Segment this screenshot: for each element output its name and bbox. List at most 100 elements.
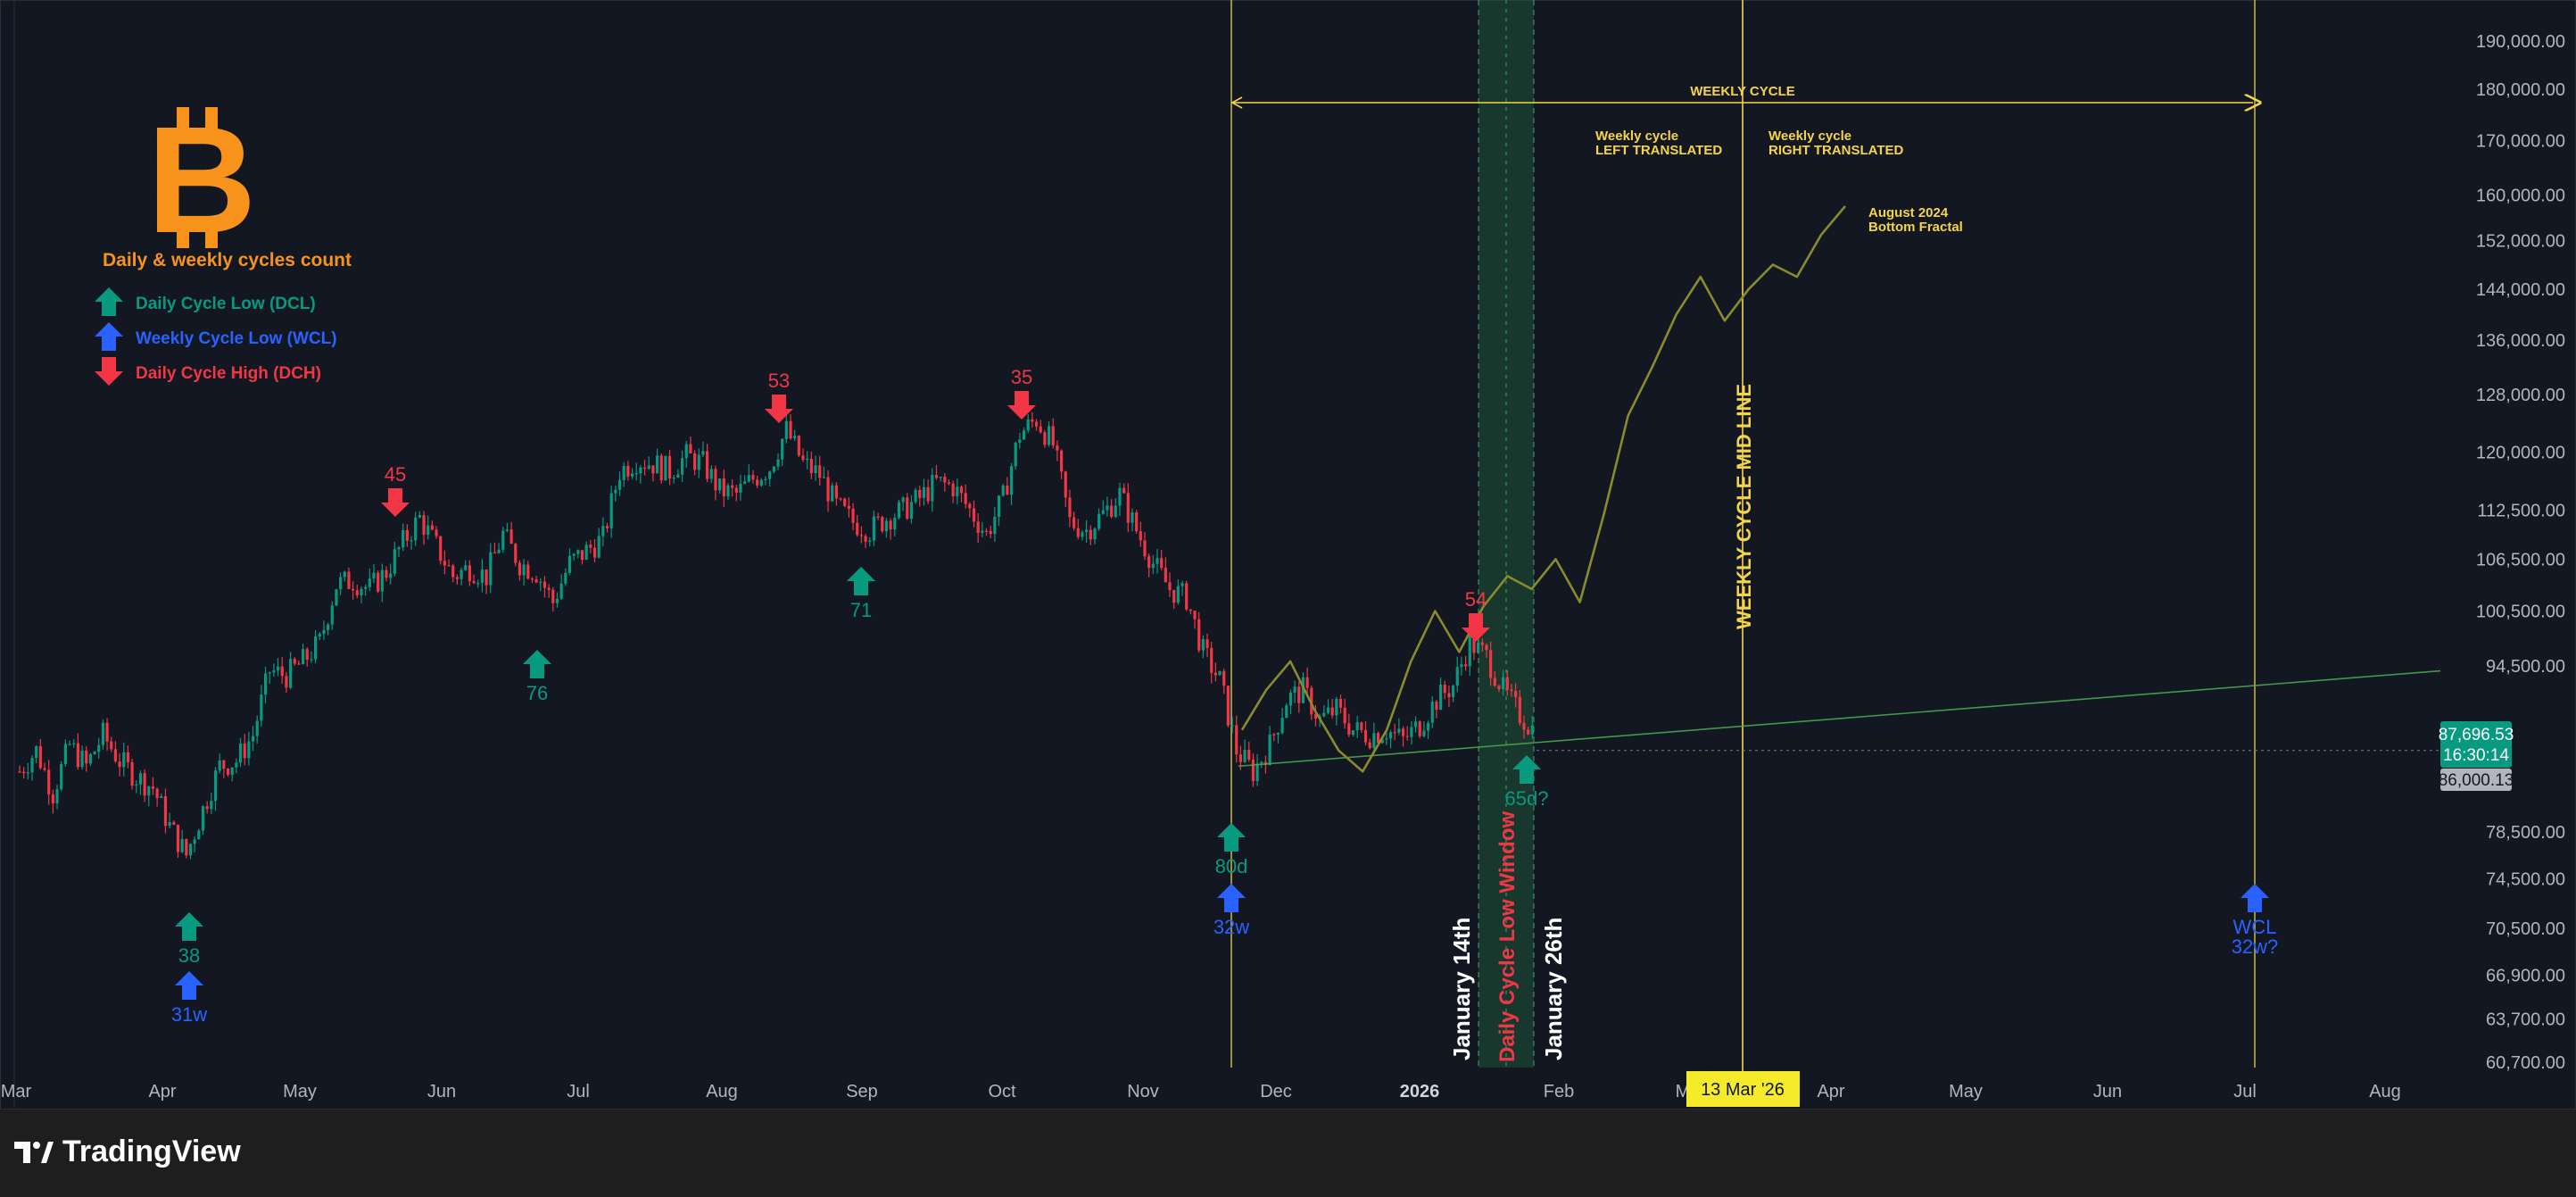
right-translated-line1: Weekly cycle bbox=[1768, 129, 1851, 144]
candle-body bbox=[385, 569, 388, 578]
candle-body bbox=[1347, 723, 1351, 736]
candle-body bbox=[901, 497, 905, 503]
legend: Daily Cycle Low (DCL) Weekly Cycle Low (W… bbox=[136, 295, 337, 383]
candle-body bbox=[709, 469, 713, 479]
svg-text:B: B bbox=[147, 96, 257, 265]
candle-body bbox=[580, 550, 584, 561]
price-axis[interactable]: 190,000.00 180,000.00 170,000.00 160,000.00… bbox=[2476, 32, 2565, 1073]
candle-body bbox=[235, 762, 238, 768]
candle-body bbox=[1422, 730, 1426, 736]
candle-body bbox=[1226, 686, 1230, 726]
candle-body bbox=[1380, 739, 1384, 744]
candle-body bbox=[1527, 729, 1530, 735]
candle-body bbox=[642, 467, 647, 470]
time-axis[interactable]: Mar Apr May Jun Jul Aug Sep Oct Nov Dec 2026 Feb M Ap… bbox=[1, 1082, 2401, 1101]
candle-body bbox=[759, 479, 763, 486]
candle-body bbox=[501, 530, 505, 550]
candle-body bbox=[243, 743, 246, 759]
candle-body bbox=[1468, 635, 1471, 667]
candle-body bbox=[1301, 677, 1305, 703]
candle-body bbox=[509, 529, 513, 544]
candle-body bbox=[814, 465, 817, 474]
candle-body bbox=[1143, 540, 1147, 557]
candle-body bbox=[801, 455, 805, 461]
candle-body bbox=[584, 544, 588, 561]
candle-body bbox=[818, 465, 822, 478]
candle-body bbox=[1272, 734, 1276, 736]
candle-body bbox=[1031, 419, 1034, 422]
candle-body bbox=[1155, 558, 1159, 564]
candle-body bbox=[305, 649, 309, 661]
candle-body bbox=[518, 562, 522, 576]
candle-body bbox=[747, 475, 750, 482]
candle-body bbox=[143, 773, 146, 796]
candle-body bbox=[1106, 505, 1109, 511]
candle-body bbox=[247, 741, 251, 759]
candle-body bbox=[364, 586, 368, 589]
candle-body bbox=[297, 663, 301, 665]
candle-body bbox=[1126, 493, 1130, 523]
candle-body bbox=[163, 796, 168, 827]
tradingview-icon bbox=[14, 1141, 54, 1163]
candle-body bbox=[1172, 590, 1176, 603]
candle-body bbox=[1235, 725, 1238, 755]
candle-body bbox=[1093, 528, 1097, 540]
candle-body bbox=[1047, 426, 1051, 445]
candle-body bbox=[806, 458, 809, 461]
fractal-label-line2: Bottom Fractal bbox=[1868, 220, 1963, 235]
candle-body bbox=[1397, 728, 1401, 733]
candle-body bbox=[1260, 761, 1263, 764]
candle-body bbox=[947, 482, 951, 484]
weekly-cycle-label: WEEKLY CYCLE bbox=[1690, 84, 1795, 99]
brand-name: TradingView bbox=[62, 1135, 241, 1168]
candle-body bbox=[1160, 558, 1164, 569]
candle-body bbox=[626, 465, 630, 477]
trend-line bbox=[1238, 669, 2441, 768]
candle-body bbox=[997, 495, 1001, 518]
candle-body bbox=[601, 526, 605, 536]
chart-border bbox=[0, 0, 2576, 1110]
candle-body bbox=[1072, 517, 1076, 528]
candle-body bbox=[1472, 635, 1476, 653]
level-price-tag bbox=[2440, 769, 2512, 791]
current-price: 87,696.53 bbox=[2439, 726, 2514, 744]
candle-body bbox=[335, 589, 338, 606]
candle-body bbox=[310, 659, 313, 661]
wcl-arrow-icon bbox=[2241, 884, 2269, 912]
candle-body bbox=[1363, 729, 1368, 743]
candle-body bbox=[1110, 505, 1114, 518]
time-tick-label: Apr bbox=[148, 1082, 176, 1101]
dcl-arrow-icon bbox=[175, 912, 203, 941]
candle-body bbox=[402, 529, 405, 548]
candle-body bbox=[1135, 512, 1139, 532]
candle-body bbox=[918, 489, 922, 498]
candle-body bbox=[368, 578, 371, 587]
candle-body bbox=[155, 788, 159, 798]
price-tick-label: 94,500.00 bbox=[2486, 657, 2565, 677]
candle-body bbox=[605, 526, 609, 528]
candle-body bbox=[85, 750, 88, 764]
price-tick-label: 78,500.00 bbox=[2486, 823, 2565, 843]
wcl-arrow-icon bbox=[175, 971, 203, 1000]
candle-body bbox=[63, 744, 67, 765]
candle-body bbox=[939, 477, 942, 478]
candle-body bbox=[926, 486, 930, 502]
candle-body bbox=[1351, 730, 1355, 736]
candle-body bbox=[972, 508, 976, 522]
candle-body bbox=[1401, 728, 1405, 736]
candle-body bbox=[1189, 609, 1192, 611]
candle-body bbox=[530, 578, 534, 580]
left-translated-line2: LEFT TRANSLATED bbox=[1595, 143, 1722, 158]
wcl-label: 32w bbox=[1213, 916, 1249, 938]
tradingview-logo[interactable]: TradingView bbox=[14, 1135, 241, 1169]
candle-body bbox=[1034, 421, 1039, 427]
candle-body bbox=[222, 760, 226, 769]
time-tick-label: 2026 bbox=[1400, 1082, 1440, 1101]
candle-body bbox=[1064, 471, 1067, 498]
time-tick-label: Jun bbox=[427, 1082, 456, 1101]
candle-body bbox=[884, 520, 889, 532]
candle-body bbox=[768, 471, 772, 479]
candle-body bbox=[414, 517, 418, 541]
candle-body bbox=[776, 459, 780, 467]
candle-body bbox=[451, 565, 455, 578]
